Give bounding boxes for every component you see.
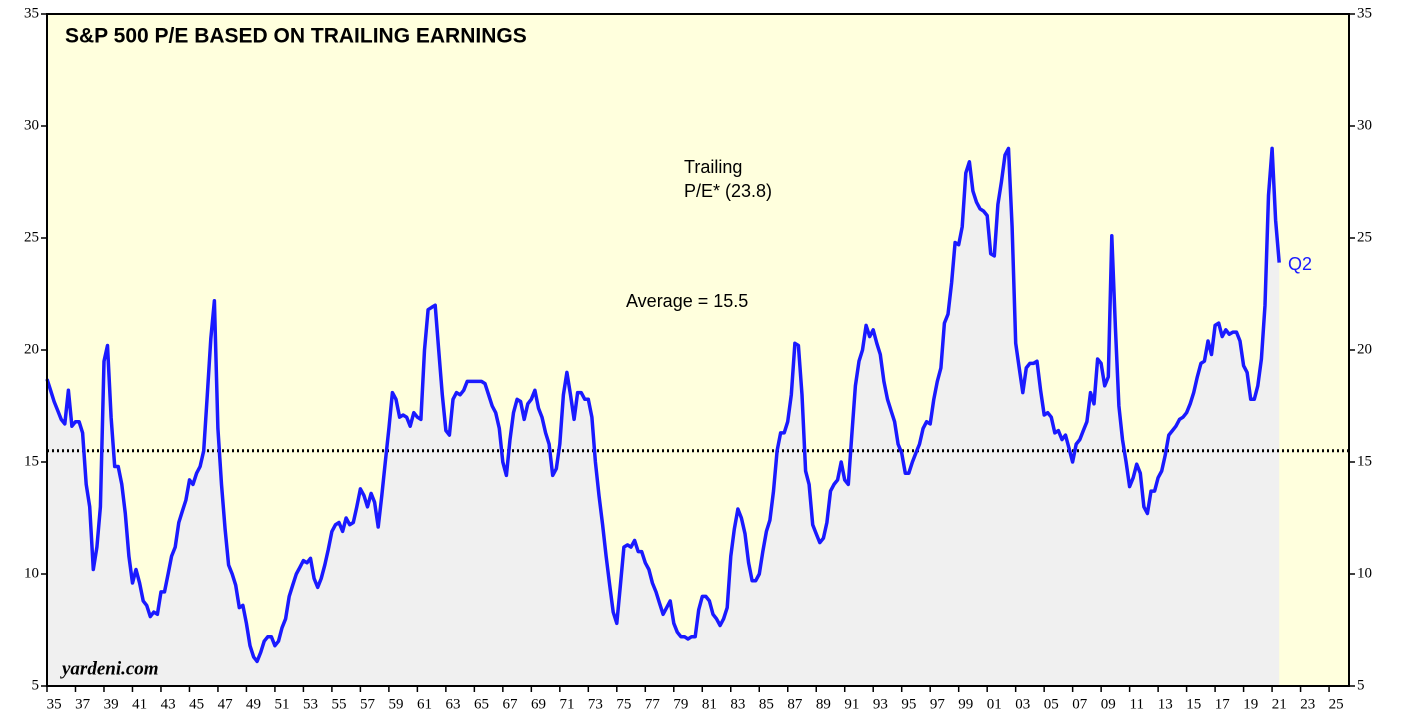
x-tick-label: 05 [1044,696,1059,712]
area [47,148,1280,686]
x-tick-label: 91 [844,696,859,712]
x-tick-label: 55 [332,696,347,712]
x-tick-label: 63 [445,696,460,712]
y2-tick-label: 35 [1357,5,1372,21]
x-tick-label: 49 [246,696,261,712]
x-tick-label: 59 [389,696,404,712]
x-tick-label: 21 [1272,696,1287,712]
x-tick-label: 17 [1215,696,1231,712]
y2-tick-label: 15 [1357,453,1372,469]
annotation: P/E* (23.8) [684,181,772,201]
x-tick-label: 89 [816,696,831,712]
x-tick-label: 83 [730,696,745,712]
y2-tick-label: 10 [1357,565,1372,581]
chart-title: S&P 500 P/E BASED ON TRAILING EARNINGS [65,25,527,48]
x-tick-label: 81 [702,696,717,712]
x-tick-label: 41 [132,696,147,712]
x-tick-label: 99 [958,696,973,712]
x-tick-label: 45 [189,696,204,712]
x-tick-label: 03 [1015,696,1030,712]
line [45,146,1281,664]
x-tick-label: 19 [1243,696,1258,712]
x-tick-label: 61 [417,696,432,712]
x-tick-label: 65 [474,696,489,712]
x-tick-label: 77 [645,696,661,712]
x-tick-label: 53 [303,696,318,712]
x-tick-label: 09 [1101,696,1116,712]
x-tick-label: 39 [104,696,119,712]
y2-tick-label: 25 [1357,229,1372,245]
y2-tick-label: 20 [1357,341,1372,357]
x-tick-label: 69 [531,696,546,712]
x-tick-label: 47 [218,696,234,712]
x-tick-label: 25 [1329,696,1344,712]
y2-tick-label: 30 [1357,117,1372,133]
annotation: Average = 15.5 [626,291,748,311]
y-tick-label: 25 [24,229,39,245]
x-tick-label: 79 [673,696,688,712]
y-tick-label: 15 [24,453,39,469]
y-tick-label: 10 [24,565,39,581]
x-tick-label: 23 [1300,696,1315,712]
x-tick-label: 87 [787,696,803,712]
x-tick-label: 15 [1186,696,1201,712]
x-tick-label: 97 [930,696,946,712]
source: yardeni.com [60,658,159,679]
x-tick-label: 75 [616,696,631,712]
x-tick-label: 43 [161,696,176,712]
x-tick-label: 95 [901,696,916,712]
x-tick-label: 13 [1158,696,1173,712]
y-tick-label: 20 [24,341,39,357]
y-tick-label: 5 [32,677,40,693]
x-tick-label: 11 [1130,696,1144,712]
x-tick-label: 35 [47,696,62,712]
annotation: Q2 [1288,254,1312,274]
y-tick-label: 35 [24,5,39,21]
y-tick-label: 30 [24,117,39,133]
x-tick-label: 01 [987,696,1002,712]
x-tick-label: 07 [1072,696,1088,712]
x-tick-label: 51 [275,696,290,712]
x-tick-label: 71 [559,696,574,712]
annotation: Trailing [684,157,742,177]
y2-tick-label: 5 [1357,677,1365,693]
x-tick-label: 67 [502,696,518,712]
x-tick-label: 57 [360,696,376,712]
x-tick-label: 85 [759,696,774,712]
x-tick-label: 73 [588,696,603,712]
marks [45,146,1349,686]
x-tick-label: 37 [75,696,91,712]
x-tick-label: 93 [873,696,888,712]
